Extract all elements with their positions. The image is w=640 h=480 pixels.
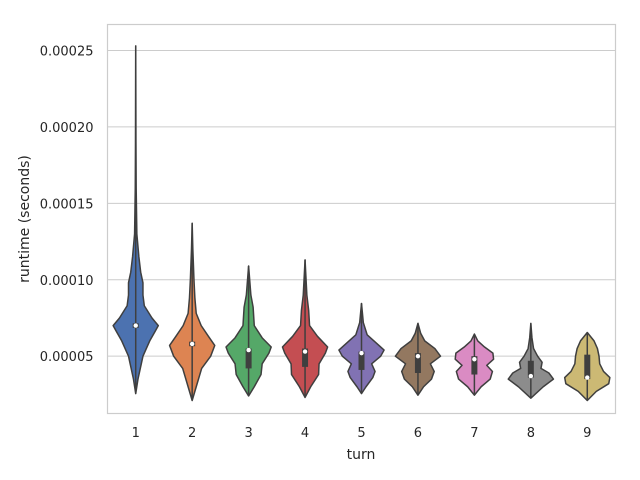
violin-median (302, 349, 308, 354)
x-tick-label: 7 (470, 426, 478, 441)
x-tick-label: 1 (132, 426, 140, 441)
violin-median (585, 375, 590, 380)
violin-median (359, 350, 364, 356)
violin-iqr-box (584, 354, 591, 380)
violin-median (133, 323, 138, 328)
violin-median (415, 353, 421, 359)
violin-median (246, 347, 251, 353)
x-tick-label: 9 (583, 426, 591, 441)
violin-3 (225, 265, 272, 397)
y-axis-label: runtime (seconds) (17, 155, 33, 283)
violin-iqr-box (414, 353, 421, 373)
violin-iqr-box (471, 356, 478, 375)
violin-8 (507, 322, 555, 399)
violin-4 (281, 259, 329, 399)
y-tick-label: 0.00010 (40, 274, 94, 289)
violin-median (528, 373, 534, 379)
violin-median (189, 341, 195, 347)
violin-6 (394, 322, 442, 396)
x-tick-label: 2 (188, 426, 196, 441)
violin-iqr-box (245, 348, 252, 369)
y-tick-labels: 0.00005 0.00010 0.00015 0.00020 0.00025 (40, 44, 94, 365)
violin-iqr-box (527, 360, 534, 378)
x-tick-labels: 1 2 3 4 5 6 7 8 9 (132, 426, 592, 441)
y-tick-label: 0.00020 (40, 121, 94, 136)
violins (112, 45, 611, 402)
plot-frame (106, 23, 617, 415)
y-tick-label: 0.00015 (40, 197, 94, 212)
x-tick-label: 5 (357, 426, 365, 441)
violin-5 (338, 302, 385, 395)
violin-median (472, 357, 477, 362)
violin-iqr-box (358, 351, 365, 370)
violin-1 (112, 45, 160, 395)
x-tick-label: 8 (527, 426, 535, 441)
y-tick-label: 0.00025 (40, 44, 94, 59)
x-tick-label: 3 (244, 426, 252, 441)
x-axis-label: turn (347, 447, 376, 463)
violin-2 (168, 222, 216, 402)
violin-iqr-box (302, 348, 309, 367)
x-tick-label: 6 (414, 426, 422, 441)
y-tick-label: 0.00005 (40, 350, 94, 365)
violin-9 (563, 331, 611, 402)
violin-7 (454, 333, 495, 396)
x-tick-label: 4 (301, 426, 309, 441)
